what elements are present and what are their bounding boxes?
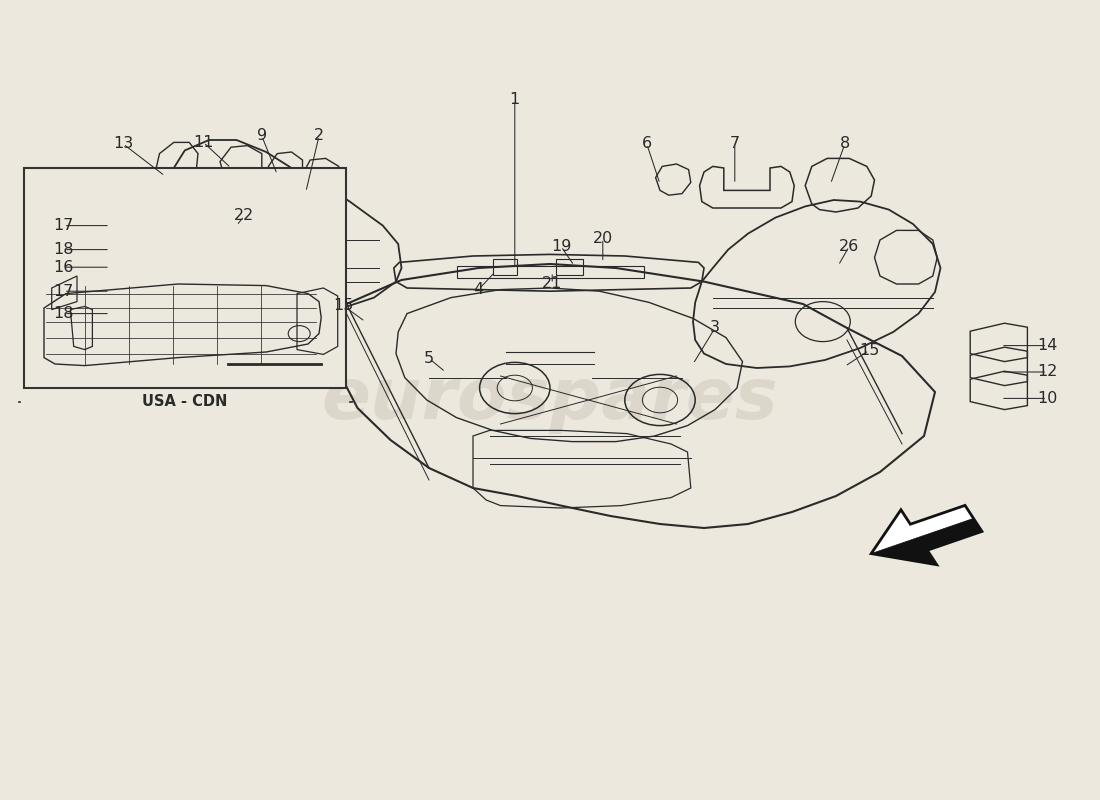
Text: 21: 21 (542, 277, 562, 291)
Text: 19: 19 (551, 239, 571, 254)
Text: eurospares: eurospares (321, 366, 779, 434)
Text: 13: 13 (113, 137, 133, 151)
Bar (24, 168, 346, 388)
Text: 3: 3 (710, 321, 720, 335)
Polygon shape (871, 506, 982, 565)
Text: 2: 2 (314, 129, 324, 143)
Text: 17: 17 (54, 284, 74, 298)
Text: 12: 12 (1037, 365, 1057, 379)
Text: USA - CDN: USA - CDN (142, 394, 228, 409)
Text: 10: 10 (1037, 391, 1057, 406)
Text: 8: 8 (839, 137, 850, 151)
Text: 15: 15 (333, 298, 353, 313)
Text: 14: 14 (1037, 338, 1057, 353)
Text: 9: 9 (256, 129, 267, 143)
Text: 4: 4 (473, 282, 484, 297)
Text: 6: 6 (641, 137, 652, 151)
Text: 7: 7 (729, 137, 740, 151)
Polygon shape (871, 518, 982, 565)
Text: 22: 22 (234, 209, 254, 223)
Text: 11: 11 (194, 135, 213, 150)
Text: 16: 16 (54, 260, 74, 274)
Text: 1: 1 (509, 93, 520, 107)
Text: 26: 26 (839, 239, 859, 254)
Text: 20: 20 (593, 231, 613, 246)
Text: 15: 15 (859, 343, 879, 358)
Text: 17: 17 (54, 218, 74, 233)
Text: 5: 5 (424, 351, 434, 366)
Text: 18: 18 (54, 242, 74, 257)
Text: 18: 18 (54, 306, 74, 321)
